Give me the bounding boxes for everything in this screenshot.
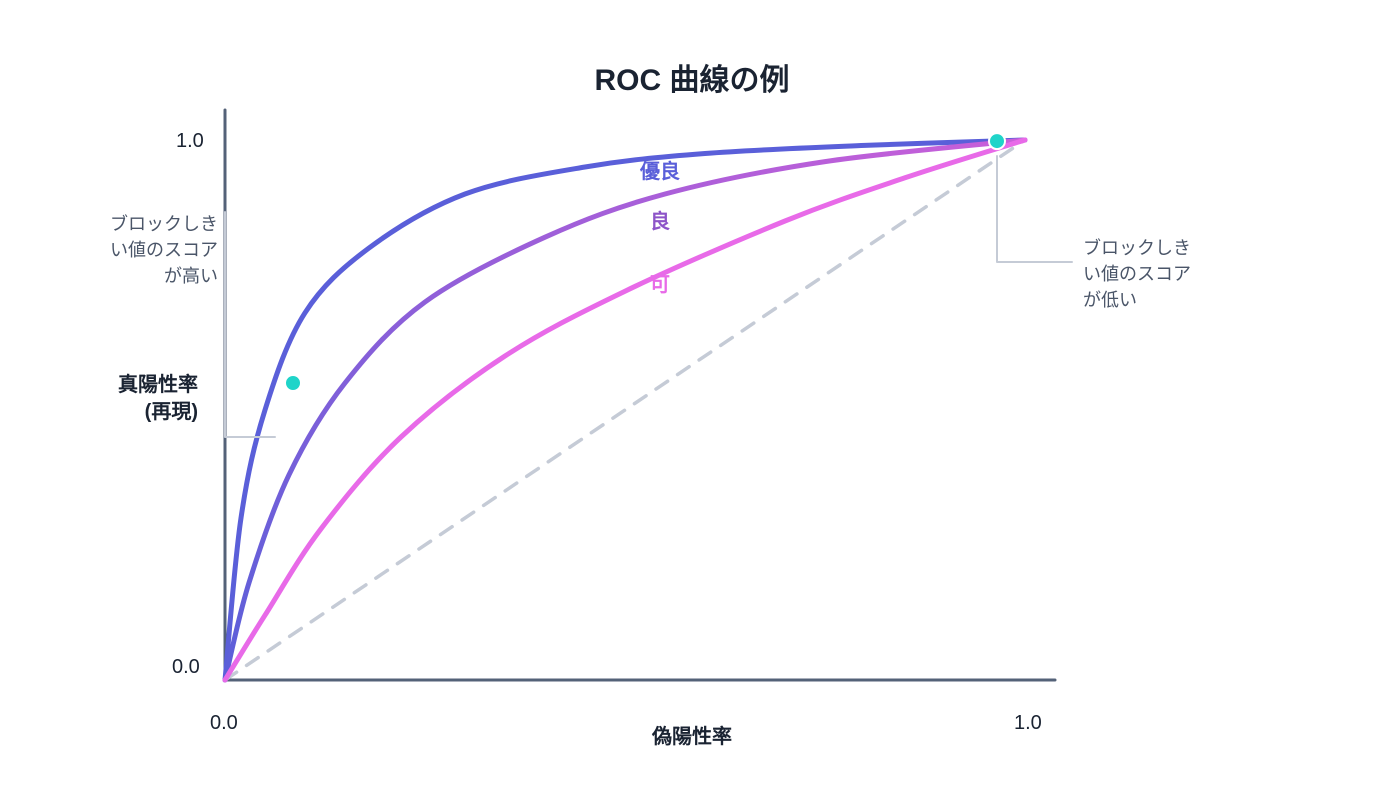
low-threshold-marker xyxy=(989,133,1005,149)
roc-chart-container: ROC 曲線の例 真陽性率 (再現) 偽陽性率 1.0 0.0 0.0 1.0 … xyxy=(0,0,1384,798)
diagonal-reference xyxy=(225,140,1025,680)
low-threshold-callout-leader xyxy=(997,156,1072,262)
roc-plot-svg xyxy=(0,0,1384,798)
high-threshold-marker xyxy=(285,375,301,391)
